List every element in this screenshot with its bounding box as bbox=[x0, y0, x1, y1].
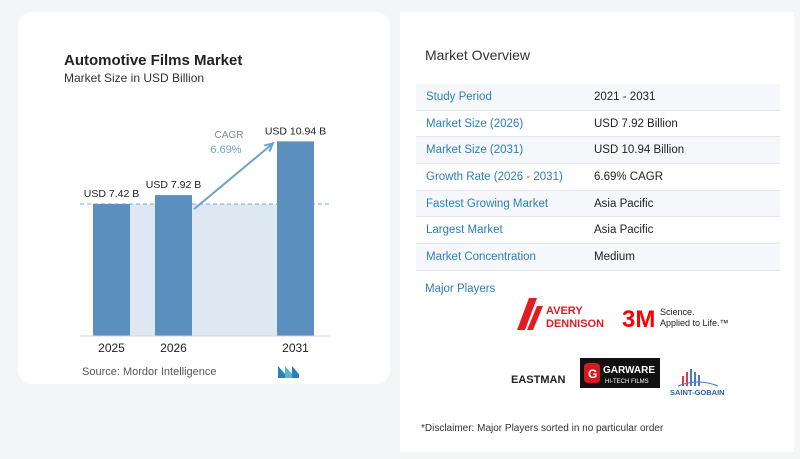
baseline-shade bbox=[130, 204, 277, 336]
bar-value-label: USD 10.94 B bbox=[265, 125, 326, 137]
x-tick-label: 2031 bbox=[282, 341, 309, 355]
chart-subtitle: Market Size in USD Billion bbox=[64, 71, 205, 85]
overview-label: Market Size (2026) bbox=[426, 117, 524, 130]
overview-value: Asia Pacific bbox=[594, 224, 654, 237]
cagr-label: CAGR bbox=[215, 130, 244, 141]
garware-logo: G GARWARE HI-TECH FILMS bbox=[580, 358, 660, 388]
garware-line2: HI-TECH FILMS bbox=[605, 379, 649, 385]
overview-row: Largest Market Asia Pacific bbox=[416, 217, 780, 245]
overview-label: Study Period bbox=[426, 90, 492, 103]
cagr-arrow bbox=[193, 142, 274, 210]
overview-value: USD 10.94 Billion bbox=[594, 144, 685, 157]
x-tick-label: 2026 bbox=[160, 341, 187, 355]
3m-tagline1: Science. bbox=[660, 307, 695, 317]
overview-label: Growth Rate (2026 - 2031) bbox=[426, 170, 563, 183]
bar bbox=[155, 195, 192, 336]
saint-gobain-text: SAINT-GOBAIN bbox=[670, 388, 725, 397]
3m-logo: 3M Science. Applied to Life.™ bbox=[620, 300, 740, 334]
saint-gobain-logo: SAINT-GOBAIN bbox=[668, 368, 728, 398]
x-tick-label: 2025 bbox=[98, 341, 125, 355]
disclaimer: *Disclaimer: Major Players sorted in no … bbox=[421, 423, 664, 434]
overview-label: Fastest Growing Market bbox=[426, 197, 549, 210]
bar bbox=[93, 204, 130, 336]
overview-row: Study Period 2021 - 2031 bbox=[416, 84, 780, 111]
overview-value: 6.69% CAGR bbox=[594, 170, 664, 183]
overview-row: Market Size (2031) USD 10.94 Billion bbox=[416, 137, 780, 165]
eastman-logo: EASTMAN bbox=[510, 368, 576, 388]
overview-value: Asia Pacific bbox=[594, 197, 654, 210]
cagr-value: 6.69% bbox=[210, 144, 241, 156]
source-note: Source: Mordor Intelligence bbox=[82, 366, 217, 378]
overview-row: Market Concentration Medium bbox=[416, 244, 780, 271]
avery-dennison-logo: AVERY DENNISON bbox=[515, 290, 615, 335]
bar-value-label: USD 7.42 B bbox=[84, 188, 139, 200]
overview-label: Market Concentration bbox=[426, 250, 536, 263]
avery-line2: DENNISON bbox=[546, 318, 604, 330]
3m-mark: 3M bbox=[622, 306, 655, 333]
overview-label: Largest Market bbox=[426, 224, 503, 237]
overview-value: 2021 - 2031 bbox=[594, 90, 656, 103]
3m-tagline2: Applied to Life.™ bbox=[660, 318, 729, 328]
avery-line1: AVERY bbox=[546, 305, 583, 317]
bar-chart: USD 7.42 B 2025 USD 7.92 B 2026 USD 10.94 B 2… bbox=[80, 125, 330, 355]
chart-title: Automotive Films Market bbox=[64, 52, 243, 69]
overview-label: Market Size (2031) bbox=[426, 144, 524, 157]
bar-value-label: USD 7.92 B bbox=[146, 179, 201, 191]
bar bbox=[277, 141, 314, 336]
svg-text:G: G bbox=[588, 367, 597, 381]
overview-title: Market Overview bbox=[425, 47, 531, 63]
overview-value: Medium bbox=[594, 250, 635, 263]
garware-line1: GARWARE bbox=[603, 365, 655, 376]
major-players-title: Major Players bbox=[425, 283, 496, 295]
overview-row: Growth Rate (2026 - 2031) 6.69% CAGR bbox=[416, 164, 780, 191]
cagr-arrowhead bbox=[264, 141, 275, 152]
overview-value: USD 7.92 Billion bbox=[594, 117, 678, 130]
mordor-intelligence-logo bbox=[278, 366, 299, 378]
eastman-text: EASTMAN bbox=[511, 374, 565, 386]
overview-row: Market Size (2026) USD 7.92 Billion bbox=[416, 111, 780, 138]
overview-row: Fastest Growing Market Asia Pacific bbox=[416, 190, 780, 218]
overview-table: Study Period 2021 - 2031 Market Size (2026… bbox=[416, 84, 780, 271]
